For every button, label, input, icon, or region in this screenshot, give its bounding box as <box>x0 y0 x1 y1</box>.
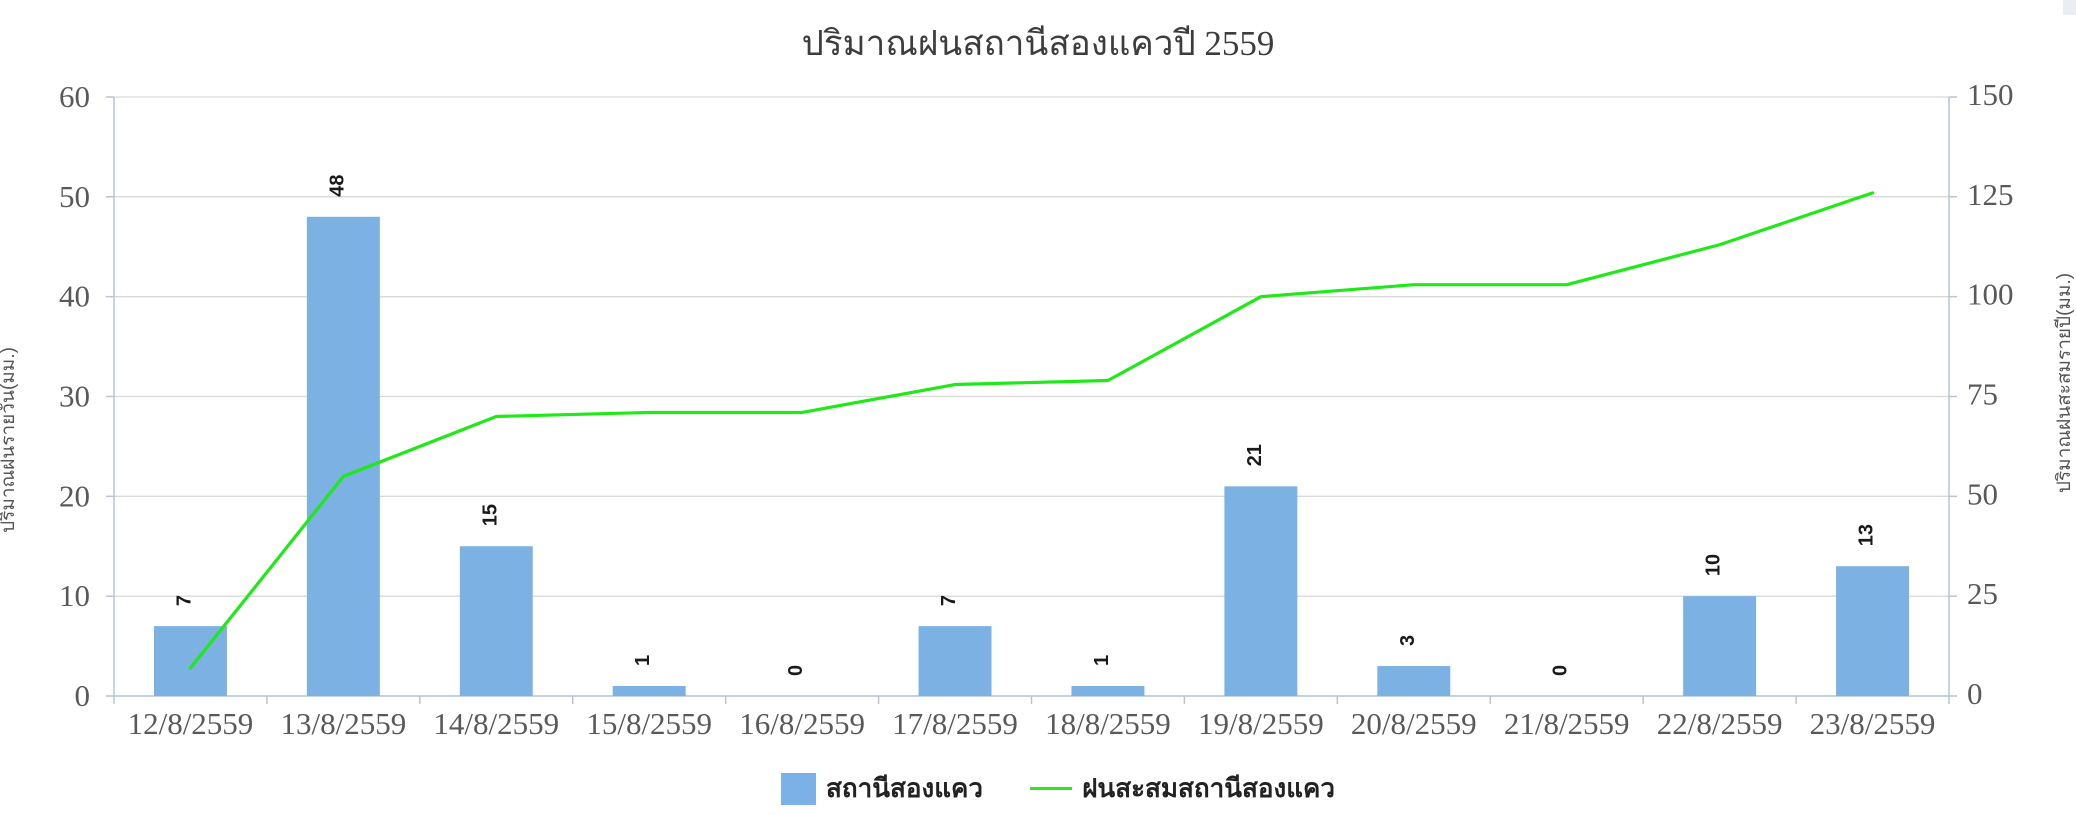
svg-text:16/8/2559: 16/8/2559 <box>739 706 865 741</box>
svg-text:0: 0 <box>1550 665 1572 676</box>
svg-text:7: 7 <box>938 595 960 606</box>
svg-text:21: 21 <box>1244 444 1266 466</box>
svg-text:14/8/2559: 14/8/2559 <box>433 706 559 741</box>
svg-text:22/8/2559: 22/8/2559 <box>1657 706 1783 741</box>
svg-text:10: 10 <box>1703 554 1725 576</box>
svg-text:3: 3 <box>1397 635 1419 646</box>
svg-text:13/8/2559: 13/8/2559 <box>281 706 407 741</box>
svg-text:30: 30 <box>59 379 90 414</box>
svg-text:15: 15 <box>479 504 501 526</box>
svg-text:18/8/2559: 18/8/2559 <box>1045 706 1171 741</box>
svg-text:40: 40 <box>59 279 90 314</box>
svg-text:17/8/2559: 17/8/2559 <box>892 706 1018 741</box>
svg-text:21/8/2559: 21/8/2559 <box>1504 706 1630 741</box>
svg-text:25: 25 <box>1967 576 1998 611</box>
svg-text:75: 75 <box>1967 377 1998 412</box>
svg-text:13: 13 <box>1856 524 1878 546</box>
svg-text:150: 150 <box>1967 77 2014 112</box>
svg-text:0: 0 <box>75 678 91 713</box>
svg-text:48: 48 <box>326 175 348 197</box>
svg-text:50: 50 <box>1967 476 1998 511</box>
svg-text:20/8/2559: 20/8/2559 <box>1351 706 1477 741</box>
svg-text:20: 20 <box>59 478 90 513</box>
svg-text:100: 100 <box>1967 277 2014 312</box>
svg-text:23/8/2559: 23/8/2559 <box>1810 706 1936 741</box>
svg-text:12/8/2559: 12/8/2559 <box>128 706 254 741</box>
svg-text:15/8/2559: 15/8/2559 <box>586 706 712 741</box>
svg-text:125: 125 <box>1967 177 2014 212</box>
svg-text:10: 10 <box>59 578 90 613</box>
svg-text:1: 1 <box>632 655 654 666</box>
svg-text:7: 7 <box>173 595 195 606</box>
svg-text:19/8/2559: 19/8/2559 <box>1198 706 1324 741</box>
svg-text:1: 1 <box>1091 655 1113 666</box>
svg-text:60: 60 <box>59 79 90 114</box>
svg-text:0: 0 <box>785 665 807 676</box>
svg-text:0: 0 <box>1967 676 1983 711</box>
svg-text:50: 50 <box>59 179 90 214</box>
